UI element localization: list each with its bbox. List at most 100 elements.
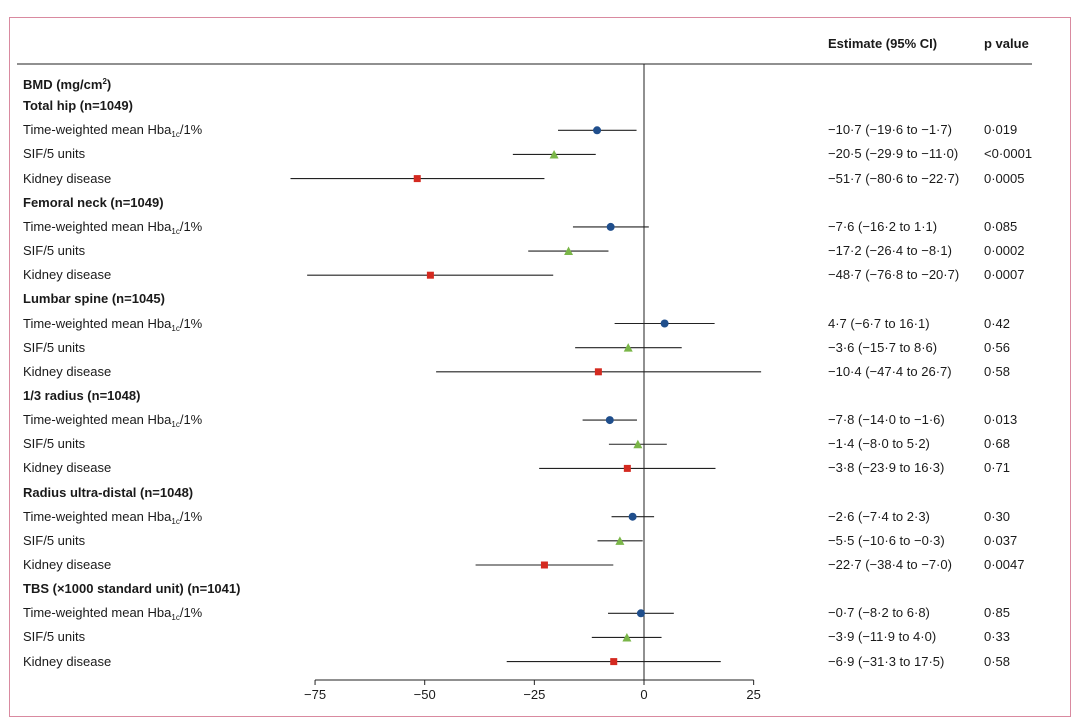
p-value: 0·85 [984, 605, 1011, 621]
estimate-ci: 4·7 (−6·7 to 16·1) [828, 315, 930, 331]
p-value: 0·037 [984, 532, 1018, 548]
row-label-text: SIF/5 units [23, 532, 86, 548]
estimate-marker-square [594, 368, 602, 376]
estimate-ci: −20·5 (−29·9 to −11·0) [828, 146, 959, 162]
row-label-subscript: 1c [171, 226, 180, 236]
section-title-text: BMD (mg/cm [23, 77, 103, 92]
estimate-marker-circle [593, 126, 602, 135]
p-value: 0·33 [984, 629, 1011, 645]
row-label-subscript: 1c [171, 613, 180, 623]
row-label-text: Kidney disease [23, 653, 112, 669]
estimate-ci: −17·2 (−26·4 to −8·1) [828, 243, 952, 259]
row-label-end: /1% [179, 605, 203, 621]
p-value: 0·0007 [984, 267, 1025, 283]
row-label: Time-weighted mean Hba1c/1% [23, 412, 202, 433]
row-label-text: Time-weighted mean Hba [23, 508, 172, 524]
estimate-ci: −3·8 (−23·9 to 16·3) [828, 460, 945, 476]
estimate-ci: −7·6 (−16·2 to 1·1) [828, 218, 938, 234]
row-label-text: Time-weighted mean Hba [23, 315, 172, 331]
estimate-marker-triangle [622, 632, 632, 642]
estimate-marker-square [413, 175, 421, 183]
p-value: 0·68 [984, 436, 1011, 452]
estimate-marker-triangle [564, 246, 574, 256]
p-value: 0·085 [984, 218, 1018, 234]
row-label-text: Time-weighted mean Hba [23, 218, 172, 234]
x-axis-tick-label: 25 [746, 687, 760, 702]
row-label: SIF/5 units [23, 340, 85, 356]
row-label-end: /1% [179, 122, 203, 138]
estimate-marker-square [610, 658, 618, 666]
row-label: Time-weighted mean Hba1c/1% [23, 509, 202, 530]
row-label: Kidney disease [23, 654, 111, 670]
estimate-marker-triangle [549, 149, 559, 159]
estimate-ci: −5·5 (−10·6 to −0·3) [828, 532, 945, 548]
row-label: SIF/5 units [23, 436, 85, 452]
estimate-ci: −48·7 (−76·8 to −20·7) [828, 267, 960, 283]
row-label-end: /1% [179, 218, 203, 234]
p-value: 0·58 [984, 363, 1011, 379]
row-label-text: Kidney disease [23, 460, 112, 476]
group-title: Radius ultra-distal (n=1048) [23, 484, 194, 500]
x-axis-tick-label: −25 [523, 687, 545, 702]
row-label: SIF/5 units [23, 533, 85, 549]
row-label-text: Kidney disease [23, 557, 112, 572]
estimate-marker-triangle [623, 343, 633, 352]
estimate-marker-square [623, 464, 631, 472]
estimate-ci: −2·6 (−7·4 to 2·3) [828, 508, 930, 524]
row-label-text: SIF/5 units [23, 436, 86, 452]
group-title: Total hip (n=1049) [23, 98, 133, 114]
group-title: Femoral neck (n=1049) [23, 194, 164, 210]
estimate-marker-triangle [615, 536, 625, 545]
row-label-text: Kidney disease [23, 267, 112, 283]
p-value: 0·42 [984, 315, 1011, 331]
row-label-end: /1% [179, 315, 203, 331]
estimate-marker-circle [605, 416, 614, 425]
estimate-marker-circle [660, 319, 669, 328]
header-p-value: p value [984, 36, 1029, 51]
row-label-subscript: 1c [171, 130, 180, 140]
estimate-ci: −51·7 (−80·6 to −22·7) [828, 170, 960, 186]
row-label-end: /1% [179, 508, 203, 524]
estimate-marker-square [426, 271, 434, 279]
group-title: 1/3 radius (n=1048) [23, 387, 141, 403]
p-value: 0·0002 [984, 243, 1025, 259]
header-estimate: Estimate (95% CI) [828, 36, 938, 51]
x-axis-tick-label: −50 [414, 687, 436, 702]
row-label-text: SIF/5 units [23, 629, 86, 645]
p-value: 0·58 [984, 653, 1011, 669]
p-value: 0·30 [984, 508, 1011, 524]
group-title: Lumbar spine (n=1045) [23, 291, 165, 307]
p-value: 0·0047 [984, 557, 1025, 572]
row-label: SIF/5 units [23, 146, 85, 162]
section-title: BMD (mg/cm2) [23, 74, 111, 93]
section-title-end: ) [106, 77, 112, 92]
row-label: Time-weighted mean Hba1c/1% [23, 316, 202, 337]
section-title-sup: 2 [102, 77, 107, 86]
row-label: Time-weighted mean Hba1c/1% [23, 605, 202, 626]
row-label-text: SIF/5 units [23, 339, 86, 355]
row-label-subscript: 1c [171, 420, 180, 430]
estimate-marker-triangle [633, 439, 643, 449]
row-label: Kidney disease [23, 460, 111, 476]
row-label-text: Time-weighted mean Hba [23, 412, 172, 428]
estimate-ci: −10·4 (−47·4 to 26·7) [828, 363, 952, 379]
row-label-text: SIF/5 units [23, 243, 86, 259]
estimate-ci: −3·6 (−15·7 to 8·6) [828, 339, 938, 355]
estimate-marker-circle [606, 222, 615, 231]
p-value: 0·019 [984, 122, 1018, 138]
row-label-subscript: 1c [171, 323, 180, 333]
estimate-ci: −0·7 (−8·2 to 6·8) [828, 605, 930, 621]
row-label: Kidney disease [23, 267, 111, 283]
row-label-text: Kidney disease [23, 363, 112, 379]
row-label: Time-weighted mean Hba1c/1% [23, 122, 202, 143]
x-axis-tick-label: 0 [640, 687, 647, 702]
row-label: Time-weighted mean Hba1c/1% [23, 219, 202, 240]
row-label: SIF/5 units [23, 629, 85, 645]
row-label-text: SIF/5 units [23, 146, 86, 162]
row-label-text: Time-weighted mean Hba [23, 605, 172, 621]
p-value: 0·71 [984, 460, 1011, 476]
row-label: Kidney disease [23, 557, 111, 573]
row-label: Kidney disease [23, 364, 111, 380]
estimate-marker-circle [628, 512, 637, 521]
